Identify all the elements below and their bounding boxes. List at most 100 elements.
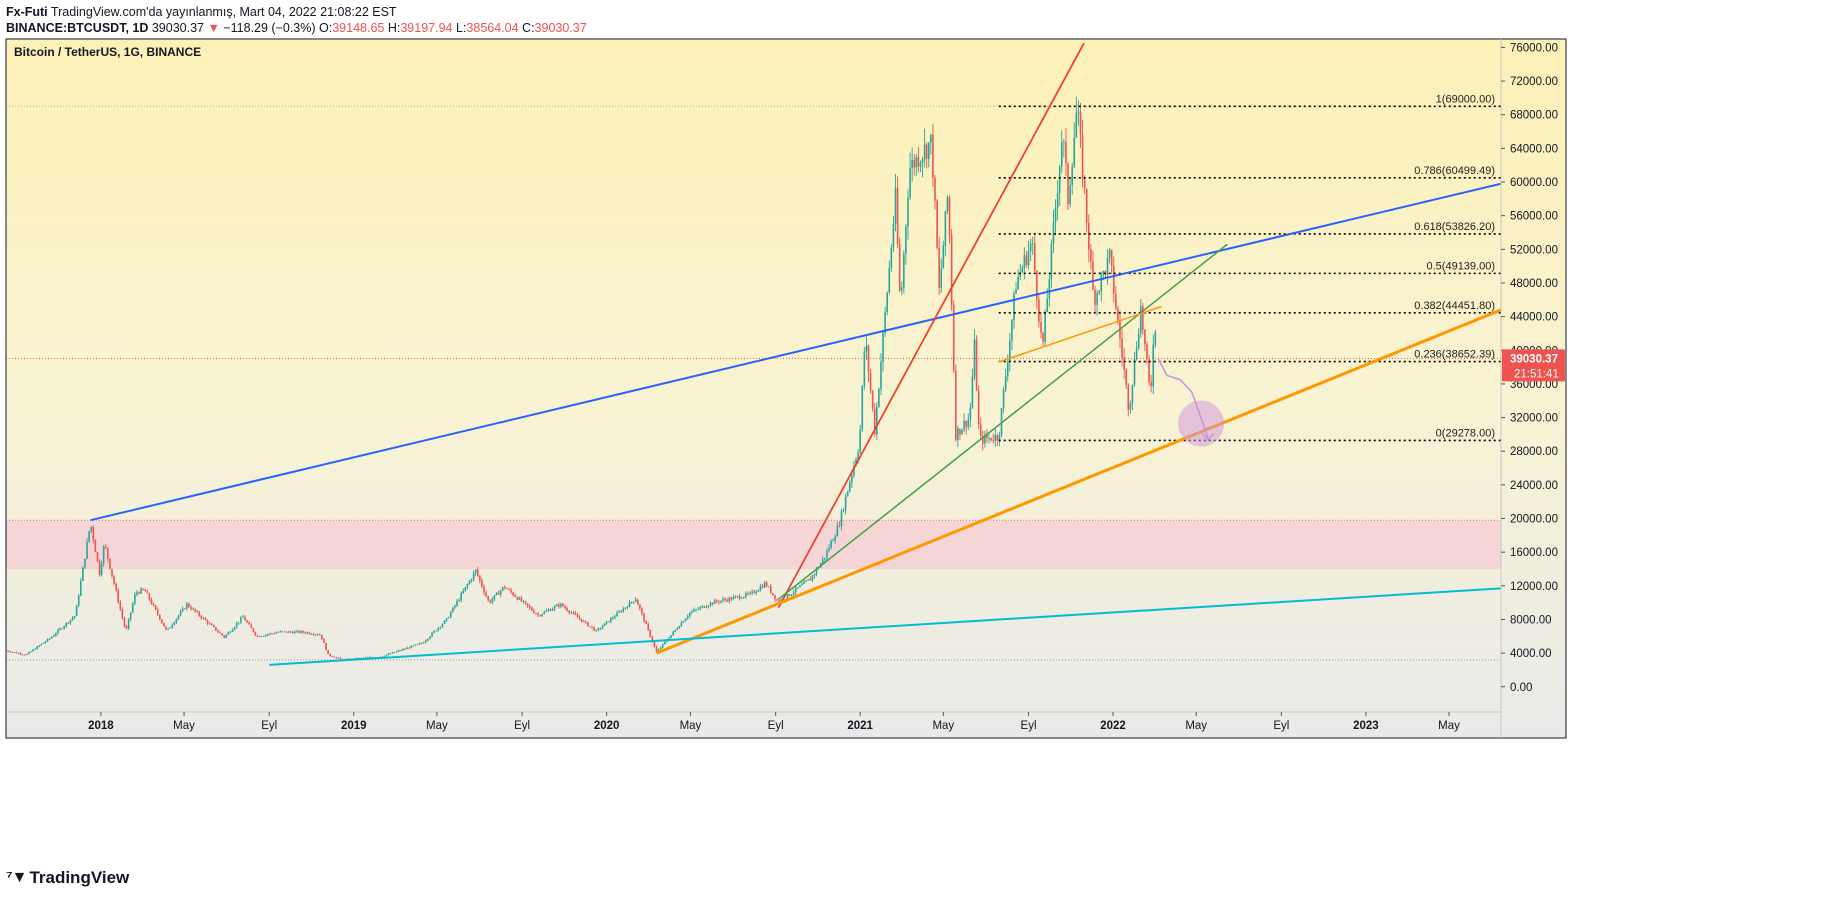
candle-body bbox=[907, 197, 909, 227]
candle-body bbox=[763, 582, 766, 588]
x-tick-label: 2023 bbox=[1353, 720, 1379, 732]
candle-body bbox=[903, 253, 905, 288]
candle-body bbox=[84, 558, 86, 568]
candle-body bbox=[273, 633, 275, 635]
candle-body bbox=[28, 652, 30, 655]
candle-body bbox=[221, 633, 223, 636]
candle-body bbox=[323, 639, 325, 644]
candle-body bbox=[61, 628, 63, 630]
x-tick-label: Eyl bbox=[1273, 720, 1289, 732]
candle-body bbox=[582, 621, 585, 622]
candle-body bbox=[148, 593, 151, 600]
candle-body bbox=[661, 644, 664, 648]
candle-body bbox=[952, 305, 955, 371]
y-tick-label: 28000.00 bbox=[1510, 446, 1558, 458]
candle-body bbox=[30, 651, 32, 653]
y-tick-label: 64000.00 bbox=[1510, 143, 1558, 155]
candle-body bbox=[1137, 333, 1140, 349]
candle-body bbox=[836, 525, 839, 537]
candles bbox=[6, 96, 1157, 661]
candle-body bbox=[751, 591, 753, 593]
candle-body bbox=[1017, 276, 1019, 290]
candle-body bbox=[242, 616, 244, 618]
candle-body bbox=[1073, 137, 1076, 167]
trendline-blue bbox=[90, 182, 1501, 522]
candle-body bbox=[925, 144, 928, 159]
price-change: −118.29 (−0.3%) bbox=[223, 21, 316, 35]
candle-body bbox=[420, 643, 423, 645]
candle-body bbox=[92, 526, 95, 541]
candle-body bbox=[842, 510, 845, 511]
candle-body bbox=[570, 612, 573, 614]
candle-body bbox=[597, 628, 600, 631]
candle-body bbox=[1112, 266, 1115, 295]
candle-body bbox=[618, 611, 620, 613]
candle-body bbox=[258, 636, 261, 637]
candle-body bbox=[98, 560, 101, 576]
candle-body bbox=[628, 602, 631, 608]
candle-body bbox=[1023, 255, 1026, 268]
candle-body bbox=[736, 596, 739, 597]
candle-body bbox=[21, 654, 24, 656]
candle-body bbox=[1142, 306, 1144, 330]
candle-body bbox=[614, 616, 616, 618]
candle-body bbox=[878, 388, 880, 407]
candle-body bbox=[1075, 112, 1078, 138]
x-tick-label: 2019 bbox=[341, 720, 367, 732]
candle-body bbox=[605, 621, 608, 624]
candle-body bbox=[422, 642, 425, 644]
candle-body bbox=[1063, 141, 1065, 143]
candle-body bbox=[720, 600, 722, 603]
candle-body bbox=[1046, 298, 1049, 312]
candle-body bbox=[792, 592, 795, 595]
candle-body bbox=[456, 601, 458, 606]
candle-body bbox=[437, 627, 440, 631]
candle-body bbox=[435, 630, 438, 632]
candle-body bbox=[80, 580, 82, 596]
candle-body bbox=[468, 580, 471, 585]
candle-body bbox=[483, 586, 485, 593]
candle-body bbox=[996, 434, 999, 441]
candle-body bbox=[867, 346, 870, 373]
candle-body bbox=[219, 632, 221, 634]
author-name[interactable]: Fx-Futi bbox=[6, 5, 48, 19]
candle-body bbox=[48, 638, 51, 640]
candle-body bbox=[838, 525, 841, 527]
candle-body bbox=[1135, 348, 1138, 359]
candle-body bbox=[452, 607, 454, 613]
candle-body bbox=[549, 609, 552, 611]
candle-body bbox=[271, 633, 273, 635]
candle-body bbox=[626, 607, 629, 608]
candle-body bbox=[215, 626, 217, 631]
candle-body bbox=[314, 634, 317, 636]
candle-body bbox=[412, 645, 415, 647]
candle-body bbox=[13, 652, 16, 653]
candle-body bbox=[574, 612, 577, 615]
candle-body bbox=[418, 643, 421, 645]
candle-body bbox=[223, 635, 226, 638]
candle-body bbox=[487, 596, 489, 601]
close-label: C: bbox=[522, 21, 535, 35]
x-tick-label: Eyl bbox=[261, 720, 277, 732]
candle-body bbox=[686, 616, 689, 619]
candle-body bbox=[383, 656, 386, 657]
candle-body bbox=[755, 591, 758, 593]
candle-body bbox=[801, 583, 803, 586]
candle-body bbox=[337, 657, 340, 659]
candle-body bbox=[512, 592, 514, 596]
candle-body bbox=[327, 650, 329, 655]
candle-body bbox=[998, 435, 1001, 441]
candle-body bbox=[298, 630, 300, 633]
candle-body bbox=[229, 631, 232, 633]
candle-body bbox=[745, 593, 747, 597]
candle-body bbox=[757, 590, 760, 592]
candle-body bbox=[774, 594, 776, 600]
candle-body bbox=[938, 247, 940, 288]
y-tick-label: 32000.00 bbox=[1510, 413, 1558, 425]
candle-body bbox=[832, 540, 834, 542]
candle-body bbox=[917, 157, 920, 167]
candle-body bbox=[988, 437, 990, 439]
y-tick-label: 52000.00 bbox=[1510, 244, 1558, 256]
candle-body bbox=[994, 434, 997, 441]
